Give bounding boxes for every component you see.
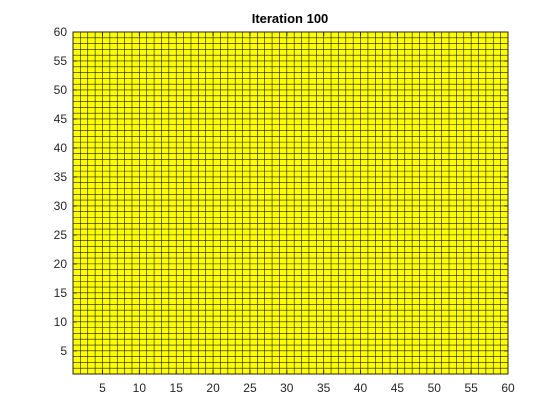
x-tick-label: 35 bbox=[317, 381, 331, 395]
y-tick-label: 15 bbox=[54, 286, 68, 300]
y-tick-label: 10 bbox=[54, 315, 68, 329]
x-tick-label: 15 bbox=[170, 381, 184, 395]
chart-title: Iteration 100 bbox=[252, 11, 329, 26]
y-tick-label: 30 bbox=[54, 199, 68, 213]
x-tick-label: 30 bbox=[280, 381, 294, 395]
x-tick-label: 20 bbox=[206, 381, 220, 395]
heatmap-cells bbox=[73, 32, 508, 374]
y-tick-label: 5 bbox=[60, 344, 67, 358]
axes-box bbox=[72, 31, 509, 375]
x-tick-label: 10 bbox=[133, 381, 147, 395]
y-tick-label: 20 bbox=[54, 257, 68, 271]
x-axis-ticks: 5 10 15 20 25 30 35 40 45 50 55 60 bbox=[99, 32, 515, 395]
x-tick-label: 60 bbox=[501, 381, 515, 395]
y-axis-ticks: 5 10 15 20 25 30 35 40 45 50 55 60 bbox=[54, 25, 508, 358]
y-tick-label: 25 bbox=[54, 228, 68, 242]
x-tick-label: 55 bbox=[464, 381, 478, 395]
y-tick-label: 35 bbox=[54, 170, 68, 184]
heatmap-fill bbox=[73, 32, 508, 374]
y-tick-label: 55 bbox=[54, 54, 68, 68]
heatmap-gridlines bbox=[72, 31, 509, 375]
x-tick-label: 5 bbox=[99, 381, 106, 395]
y-tick-label: 40 bbox=[54, 141, 68, 155]
y-tick-label: 45 bbox=[54, 112, 68, 126]
y-tick-label: 60 bbox=[54, 25, 68, 39]
x-tick-label: 40 bbox=[354, 381, 368, 395]
y-tick-label: 50 bbox=[54, 83, 68, 97]
x-tick-label: 50 bbox=[428, 381, 442, 395]
x-tick-label: 45 bbox=[391, 381, 405, 395]
x-tick-label: 25 bbox=[243, 381, 257, 395]
